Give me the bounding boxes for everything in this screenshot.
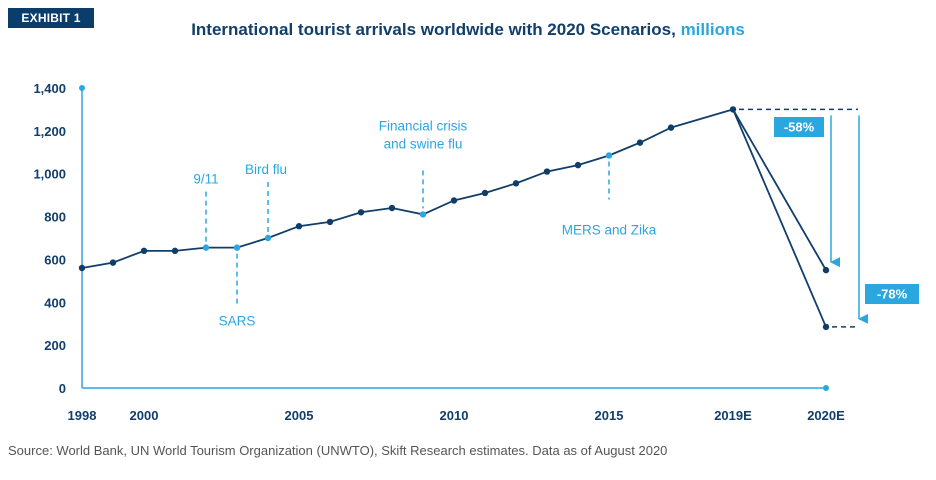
x-axis-end-dot [823, 385, 829, 391]
data-point [822, 266, 830, 274]
data-point [605, 152, 613, 159]
x-tick-label: 2000 [130, 408, 159, 423]
series-line-1 [732, 108, 827, 271]
data-point [140, 247, 148, 255]
data-point [574, 161, 582, 169]
x-tick-label: 2020E [807, 408, 845, 423]
source-note: Source: World Bank, UN World Tourism Org… [8, 443, 668, 458]
event-label: 9/11 [193, 172, 218, 187]
data-point [667, 124, 675, 131]
chart-title-unit: millions [680, 20, 745, 39]
data-point [822, 323, 830, 331]
data-point [543, 168, 551, 175]
data-point [512, 180, 520, 187]
scenario-label: -58% [784, 120, 815, 135]
scenario-label-box [774, 117, 824, 137]
data-point [233, 244, 241, 251]
y-tick-label: 200 [44, 338, 66, 353]
y-tick-label: 1,200 [33, 124, 66, 139]
x-tick-label: 2005 [285, 408, 314, 423]
data-point [78, 264, 86, 272]
x-tick-label: 2015 [595, 408, 624, 423]
y-axis-end-dot [79, 84, 85, 91]
data-point [419, 211, 427, 218]
data-point [729, 106, 737, 113]
event-label: MERS and Zika [562, 222, 657, 237]
y-tick-label: 800 [44, 210, 66, 225]
data-point [202, 244, 210, 251]
chart-title-main: International tourist arrivals worldwide… [191, 20, 681, 39]
tourist-arrivals-chart: 0 200 400 600 800 1,000 1,200 1,400 1998 2000 2005… [33, 81, 919, 423]
chart-title: International tourist arrivals worldwide… [0, 20, 936, 40]
data-point [326, 218, 334, 226]
data-point [388, 204, 396, 212]
data-point [481, 189, 489, 197]
y-tick-label: 400 [44, 295, 66, 310]
scenario-label-box [865, 284, 919, 304]
y-tick-label: 1,400 [33, 81, 66, 96]
data-point [109, 259, 117, 266]
event-label: Bird flu [245, 162, 287, 177]
x-tick-label: 1998 [68, 408, 97, 423]
data-point [171, 247, 179, 255]
y-tick-label: 0 [59, 381, 66, 396]
series-line-2 [732, 109, 827, 328]
event-label: SARS [219, 314, 256, 329]
y-tick-label: 600 [44, 252, 66, 267]
x-tick-label: 2019E [714, 408, 752, 423]
scenario-label: -78% [877, 287, 908, 302]
data-point [450, 197, 458, 204]
y-tick-label: 1,000 [33, 167, 66, 182]
x-tick-label: 2010 [440, 408, 469, 423]
event-label: Financial crisis [379, 118, 468, 133]
exhibit-badge: EXHIBIT 1 [8, 8, 94, 28]
data-point [636, 139, 644, 146]
data-point [357, 209, 365, 216]
data-point [295, 223, 303, 230]
data-point [264, 234, 272, 242]
event-label: and swine flu [384, 136, 463, 151]
